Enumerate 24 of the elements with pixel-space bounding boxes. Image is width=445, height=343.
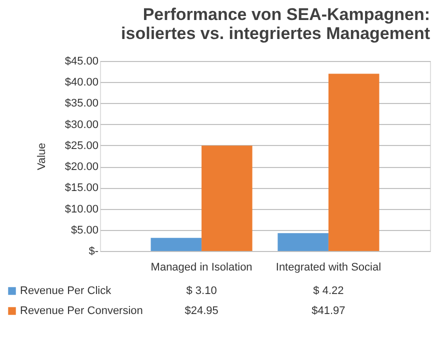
y-tick-label: $35.00 — [64, 98, 98, 110]
data-label: $24.95 — [184, 305, 218, 317]
y-tick-label: $5.00 — [70, 224, 98, 236]
y-tick-label: $45.00 — [64, 56, 98, 68]
legend-label: Revenue Per Conversion — [20, 305, 143, 317]
bar — [328, 74, 380, 251]
data-label: $ 4.22 — [313, 285, 344, 297]
x-tick-label: Managed in Isolation — [150, 262, 252, 274]
y-tick-label: $15.00 — [64, 182, 98, 194]
y-axis-title: Value — [36, 142, 48, 170]
data-label: $ 3.10 — [186, 285, 217, 297]
bar — [278, 233, 328, 251]
legend-label: Revenue Per Click — [20, 285, 112, 297]
y-tick-label: $10.00 — [64, 203, 98, 216]
x-tick-label: Integrated with Social — [276, 262, 382, 274]
y-tick-label: $40.00 — [64, 76, 98, 89]
y-tick-label: $30.00 — [64, 118, 98, 131]
bar — [202, 146, 252, 251]
chart-title: Performance von SEA-Kampagnen: isoliertes vs. integriertes Management — [121, 5, 430, 43]
y-tick-label: $20.00 — [64, 161, 98, 174]
y-tick-label: $- — [88, 246, 99, 258]
data-label: $41.97 — [312, 305, 346, 317]
y-tick-label: $25.00 — [64, 140, 98, 152]
bar — [150, 238, 202, 251]
